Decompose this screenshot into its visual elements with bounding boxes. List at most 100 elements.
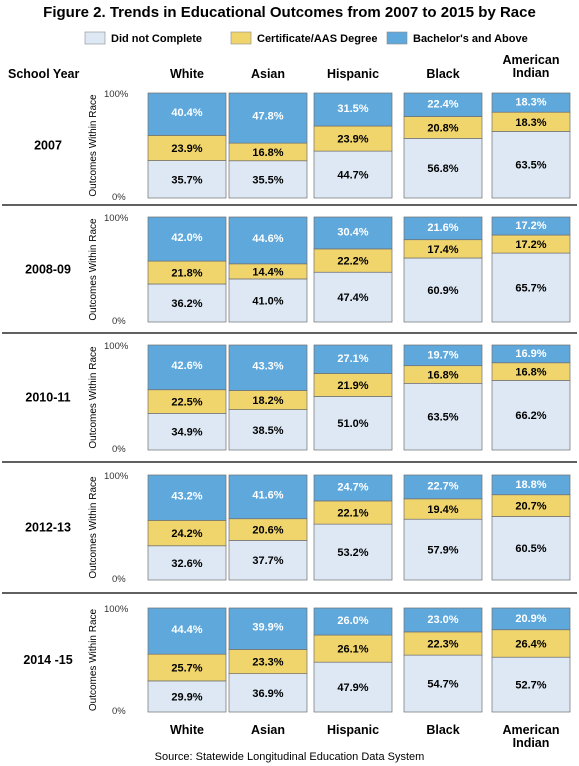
segment-did-not-complete [403,257,483,323]
data-label-did-not-complete: 47.9% [337,682,368,694]
bar-asian: 38.5% 18.2% 43.3% [228,344,308,451]
segment-did-not-complete [228,278,308,323]
data-label-certificate-aas-degree: 16.8% [427,370,458,382]
segment-bachelor-s-and-above [403,474,483,500]
data-label-bachelor-s-and-above: 31.5% [337,103,368,115]
segment-bachelor-s-and-above [491,92,571,113]
data-label-certificate-aas-degree: 22.2% [337,256,368,268]
segment-bachelor-s-and-above [313,344,393,374]
panels: 2007 Outcomes Within Race 100% 0% 35.7% 23.9%… [2,89,577,717]
segment-bachelor-s-and-above [147,92,227,136]
segment-did-not-complete [228,409,308,451]
data-label-certificate-aas-degree: 22.3% [427,639,458,651]
segment-certificate-aas-degree [228,649,308,675]
y-axis-label: Outcomes Within Race [88,476,99,579]
data-label-did-not-complete: 37.7% [252,555,283,567]
category-label-bottom-asian: Asian [251,723,285,737]
data-label-certificate-aas-degree: 17.2% [515,239,546,251]
data-label-bachelor-s-and-above: 21.6% [427,222,458,234]
bar-hispanic: 44.7% 23.9% 31.5% [313,92,393,199]
data-label-bachelor-s-and-above: 42.6% [171,360,202,372]
data-label-did-not-complete: 35.7% [171,174,202,186]
data-label-certificate-aas-degree: 20.7% [515,501,546,513]
data-label-did-not-complete: 35.5% [252,174,283,186]
data-label-did-not-complete: 54.7% [427,679,458,691]
segment-certificate-aas-degree [313,125,393,152]
data-label-did-not-complete: 32.6% [171,558,202,570]
y-tick-bottom: 0% [112,444,126,455]
data-label-certificate-aas-degree: 22.1% [337,508,368,520]
data-label-bachelor-s-and-above: 26.0% [337,615,368,627]
data-label-bachelor-s-and-above: 44.6% [252,233,283,245]
data-label-certificate-aas-degree: 14.4% [252,266,283,278]
data-label-certificate-aas-degree: 16.8% [252,147,283,159]
segment-bachelor-s-and-above [403,344,483,367]
bar-black: 63.5% 16.8% 19.7% [403,344,483,451]
legend-label-certificate-aas-degree: Certificate/AAS Degree [257,33,377,45]
segment-bachelor-s-and-above [403,216,483,241]
panel-2007: 2007 Outcomes Within Race 100% 0% 35.7% 23.9%… [34,89,571,203]
bar-hispanic: 51.0% 21.9% 27.1% [313,344,393,451]
bar-black: 57.9% 19.4% 22.7% [403,474,483,581]
segment-bachelor-s-and-above [491,607,571,631]
bar-asian: 41.0% 14.4% 44.6% [228,216,308,323]
segment-did-not-complete [491,252,571,323]
data-label-bachelor-s-and-above: 44.4% [171,624,202,636]
segment-bachelor-s-and-above [313,92,393,127]
data-label-bachelor-s-and-above: 19.7% [427,349,458,361]
category-label-top-american-indian: American Indian [503,53,560,80]
data-label-bachelor-s-and-above: 24.7% [337,482,368,494]
legend-item-did-not-complete: Did not Complete [84,31,202,45]
segment-bachelor-s-and-above [147,607,227,655]
bar-american-indian: 52.7% 26.4% 20.9% [491,607,571,713]
y-axis-label: Outcomes Within Race [88,94,99,197]
segment-did-not-complete [313,661,393,713]
segment-bachelor-s-and-above [228,474,308,520]
segment-bachelor-s-and-above [491,344,571,364]
data-label-did-not-complete: 60.5% [515,543,546,555]
y-tick-bottom: 0% [112,192,126,203]
segment-did-not-complete [403,518,483,581]
category-label-bottom-american-indian: American Indian [503,723,560,750]
segment-did-not-complete [313,523,393,581]
bar-american-indian: 65.7% 17.2% 17.2% [491,216,571,323]
data-label-certificate-aas-degree: 26.1% [337,644,368,656]
bar-black: 54.7% 22.3% 23.0% [403,607,483,713]
data-label-did-not-complete: 47.4% [337,292,368,304]
legend: Did not Complete Certificate/AAS Degree Ba… [84,31,528,45]
legend-label-did-not-complete: Did not Complete [111,33,202,45]
data-label-bachelor-s-and-above: 43.3% [252,360,283,372]
legend-swatch-certificate-aas-degree [230,31,252,45]
segment-bachelor-s-and-above [313,216,393,250]
category-label-bottom-black: Black [426,723,459,737]
legend-swatch-bachelor-s-and-above [386,31,408,45]
data-label-did-not-complete: 36.9% [252,688,283,700]
bar-white: 29.9% 25.7% 44.4% [147,607,227,713]
y-tick-bottom: 0% [112,316,126,327]
data-label-certificate-aas-degree: 26.4% [515,638,546,650]
data-label-bachelor-s-and-above: 22.7% [427,481,458,493]
segment-bachelor-s-and-above [228,216,308,265]
segment-did-not-complete [491,380,571,451]
y-axis-label: Outcomes Within Race [88,218,99,321]
bar-hispanic: 53.2% 22.1% 24.7% [313,474,393,581]
segment-did-not-complete [313,271,393,323]
legend-item-bachelor-s-and-above: Bachelor's and Above [386,31,528,45]
segment-bachelor-s-and-above [228,344,308,391]
category-label-bottom-hispanic: Hispanic [327,723,379,737]
data-label-did-not-complete: 41.0% [252,295,283,307]
y-tick-top: 100% [104,341,129,352]
segment-did-not-complete [491,131,571,199]
data-label-certificate-aas-degree: 25.7% [171,663,202,675]
data-label-bachelor-s-and-above: 22.4% [427,99,458,111]
segment-bachelor-s-and-above [313,607,393,636]
source-note: Source: Statewide Longitudinal Education… [155,751,425,763]
segment-certificate-aas-degree [491,629,571,658]
data-label-bachelor-s-and-above: 40.4% [171,107,202,119]
y-tick-top: 100% [104,471,129,482]
panel-2008-09: 2008-09 Outcomes Within Race 100% 0% 36.2% 21… [25,213,571,327]
data-label-bachelor-s-and-above: 17.2% [515,220,546,232]
bar-asian: 37.7% 20.6% 41.6% [228,474,308,581]
data-label-certificate-aas-degree: 20.8% [427,122,458,134]
